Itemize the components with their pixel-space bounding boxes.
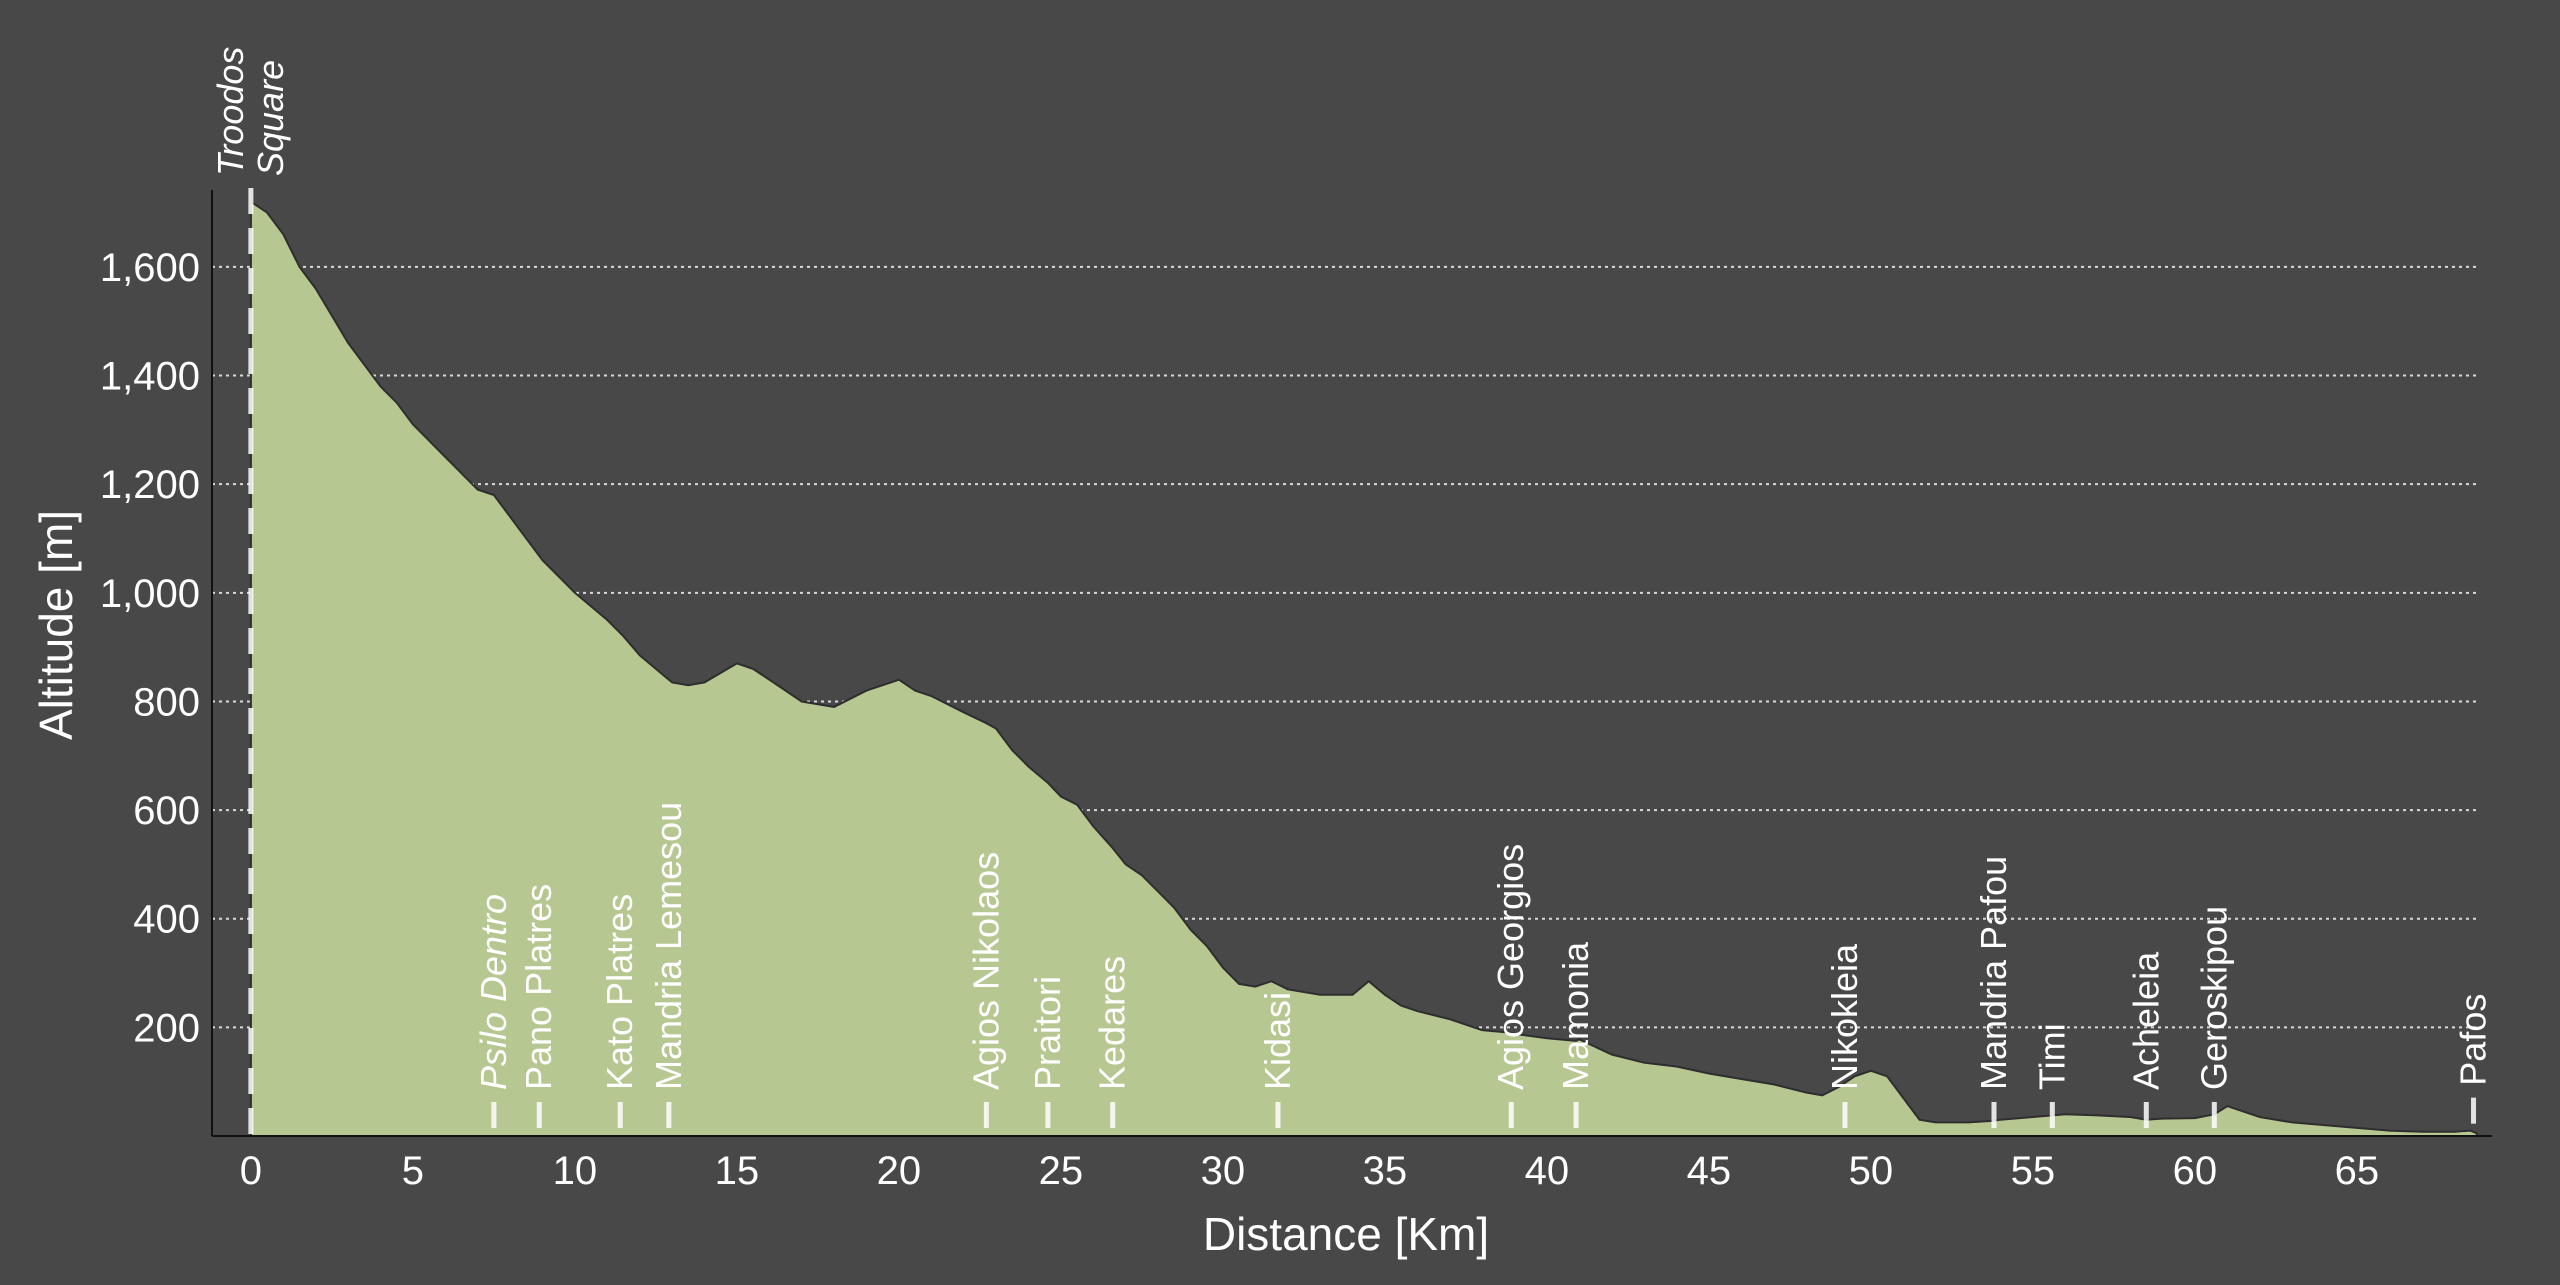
y-tick-label: 600 [133,789,200,833]
y-tick-label: 800 [133,680,200,724]
x-tick-label: 15 [715,1149,760,1193]
x-tick-label: 40 [1525,1149,1570,1193]
y-tick-label: 1,000 [100,572,200,616]
elevation-area-series [249,199,2478,1137]
y-tick-label: 200 [133,1006,200,1050]
location-label: Timi [2031,1023,2072,1090]
location-label: Square [250,60,291,176]
x-tick-label: 65 [2335,1149,2380,1193]
x-axis-title: Distance [Km] [1203,1208,1489,1260]
x-tick-label: 20 [877,1149,922,1193]
marker-layer [248,188,2477,1136]
area-layer [249,199,2478,1137]
location-label: Mandria Pafou [1973,856,2014,1090]
x-tick-label: 10 [553,1149,598,1193]
location-label: Agios Nikolaos [965,852,1006,1090]
x-tick-label: 50 [1849,1149,1894,1193]
x-tick-label: 5 [402,1149,424,1193]
location-label: Troodos [210,47,251,176]
location-label: Mandria Lemesou [648,802,689,1090]
y-tick-label: 1,400 [100,355,200,399]
location-label: Agios Georgios [1490,844,1531,1090]
location-label: Psilo Dentro [473,894,514,1090]
x-tick-label: 35 [1363,1149,1408,1193]
y-axis-title: Altitude [m] [30,510,82,740]
y-tick-label: 1,200 [100,463,200,507]
x-tick-label: 30 [1201,1149,1246,1193]
x-tick-label: 55 [2011,1149,2056,1193]
x-tick-label: 45 [1687,1149,1732,1193]
location-label: Kedares [1092,956,1133,1090]
x-tick-label: 25 [1039,1149,1084,1193]
x-tick-label: 60 [2173,1149,2218,1193]
x-tick-label: 0 [240,1149,262,1193]
location-label: Kato Platres [599,894,640,1090]
location-label: Pano Platres [518,884,559,1090]
label-layer: Troodos Square Psilo Dentro Pano Platres Kat… [210,47,2494,1090]
location-label: Pafos [2453,994,2494,1086]
axis-layer: 200 400 600 800 1,000 1,200 1,400 1,600 0 5 10 15 20… [100,190,2492,1193]
location-label: Kidasi [1257,992,1298,1090]
location-label: Acheleia [2125,951,2166,1090]
y-tick-label: 400 [133,898,200,942]
location-label: Praitori [1027,976,1068,1090]
location-label: Mamonia [1555,941,1596,1090]
location-label: Nikokleia [1824,943,1865,1090]
y-tick-label: 1,600 [100,246,200,290]
location-label: Geroskipou [2193,906,2234,1090]
